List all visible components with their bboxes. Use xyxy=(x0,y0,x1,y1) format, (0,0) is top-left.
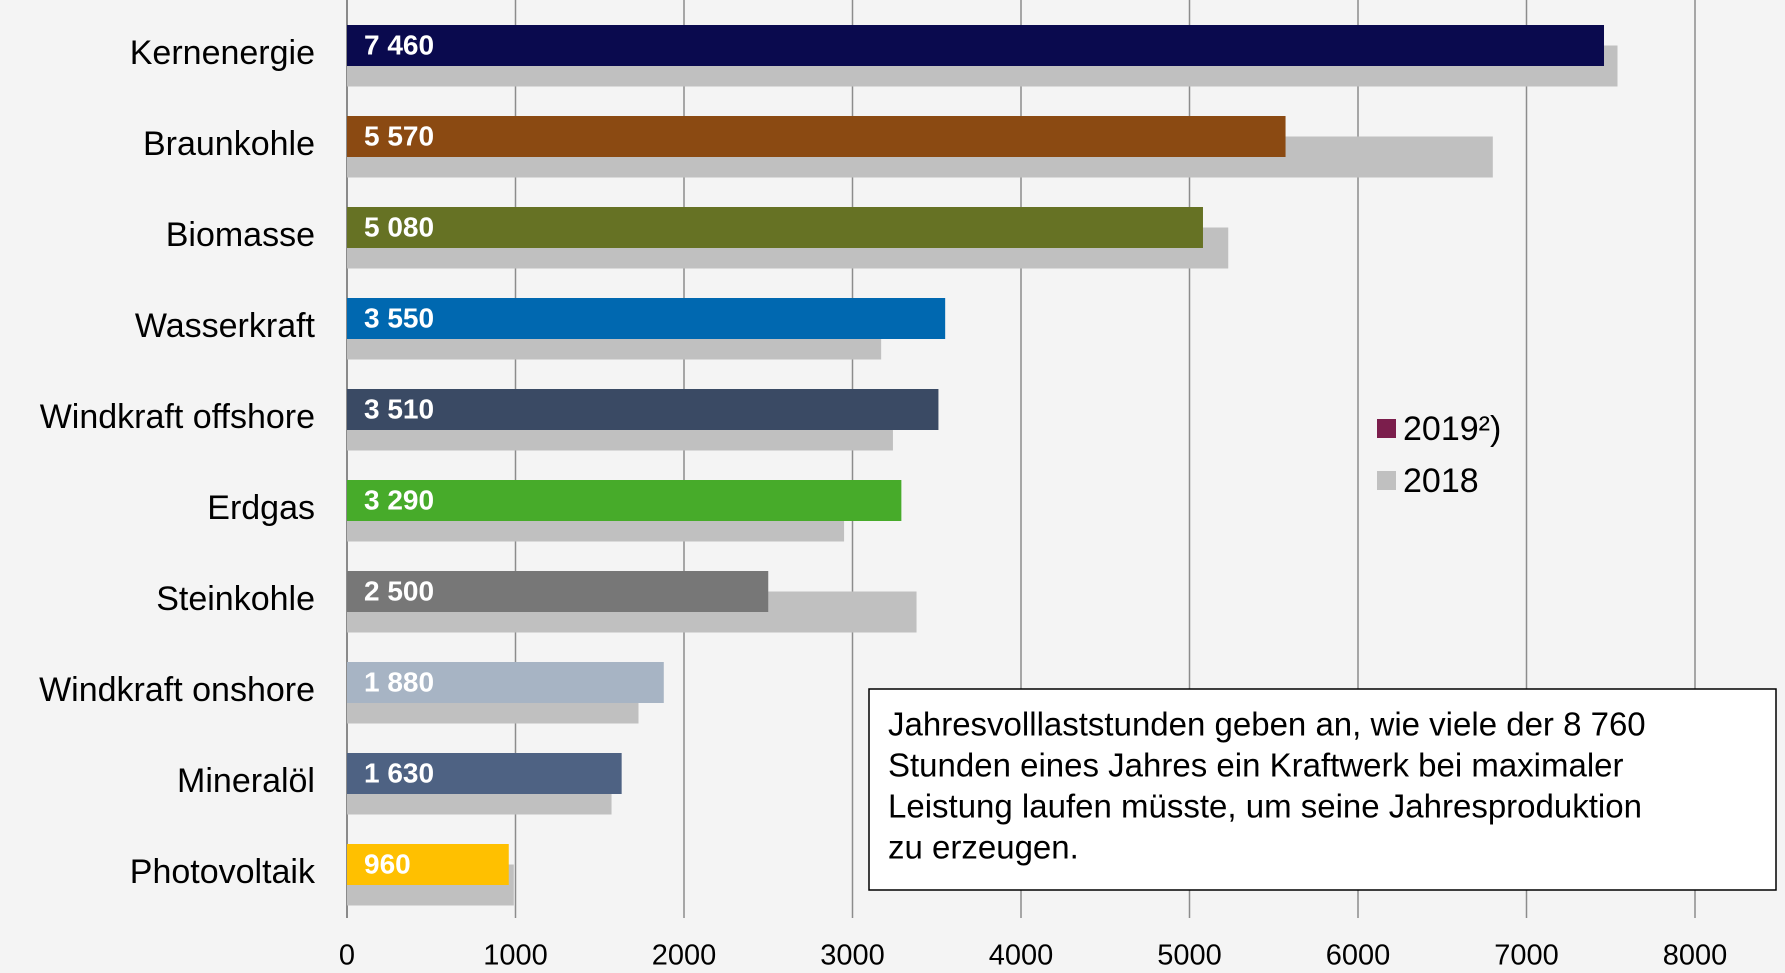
x-tick-label: 0 xyxy=(339,940,355,972)
value-label: 960 xyxy=(364,848,411,879)
annotation-line: Leistung laufen müsste, um seine Jahresp… xyxy=(888,788,1642,825)
category-label: Braunkohle xyxy=(143,125,315,163)
legend-swatch xyxy=(1377,419,1396,438)
value-label: 5 080 xyxy=(364,211,434,242)
bar xyxy=(347,298,946,339)
x-tick-label: 4000 xyxy=(989,940,1054,972)
value-label: 1 880 xyxy=(364,666,434,697)
category-label: Steinkohle xyxy=(156,580,315,618)
category-label: Erdgas xyxy=(207,489,315,527)
legend-label: 2018 xyxy=(1403,462,1479,500)
legend-label: 2019²) xyxy=(1403,410,1501,448)
category-label: Mineralöl xyxy=(177,762,315,800)
x-tick-label: 6000 xyxy=(1326,940,1391,972)
category-label: Photovoltaik xyxy=(130,853,316,891)
annotation-box xyxy=(868,688,1777,891)
bar xyxy=(347,116,1286,157)
value-label: 3 510 xyxy=(364,393,434,424)
value-label: 3 550 xyxy=(364,302,434,333)
category-label: Windkraft offshore xyxy=(40,398,315,436)
bar xyxy=(347,207,1203,248)
value-label: 2 500 xyxy=(364,575,434,606)
bar xyxy=(347,844,509,885)
bar xyxy=(347,571,769,612)
annotation-line: zu erzeugen. xyxy=(888,829,1079,866)
value-label: 1 630 xyxy=(364,757,434,788)
category-label: Wasserkraft xyxy=(135,307,316,345)
x-tick-label: 3000 xyxy=(820,940,885,972)
legend-swatch xyxy=(1377,471,1396,490)
bar xyxy=(347,753,622,794)
bar xyxy=(347,480,902,521)
bar xyxy=(347,25,1605,66)
annotation-line: Stunden eines Jahres ein Kraftwerk bei m… xyxy=(888,747,1624,784)
x-tick-label: 7000 xyxy=(1494,940,1559,972)
x-tick-label: 2000 xyxy=(652,940,717,972)
bar xyxy=(347,389,939,430)
annotation-line: Jahresvolllaststunden geben an, wie viel… xyxy=(888,706,1646,743)
value-label: 5 570 xyxy=(364,120,434,151)
x-tick-label: 8000 xyxy=(1663,940,1728,972)
value-label: 7 460 xyxy=(364,29,434,60)
category-label: Biomasse xyxy=(166,216,315,254)
value-label: 3 290 xyxy=(364,484,434,515)
bar xyxy=(347,662,664,703)
category-label: Kernenergie xyxy=(130,34,315,72)
category-label: Windkraft onshore xyxy=(39,671,315,709)
x-tick-label: 5000 xyxy=(1157,940,1222,972)
x-tick-label: 1000 xyxy=(483,940,548,972)
